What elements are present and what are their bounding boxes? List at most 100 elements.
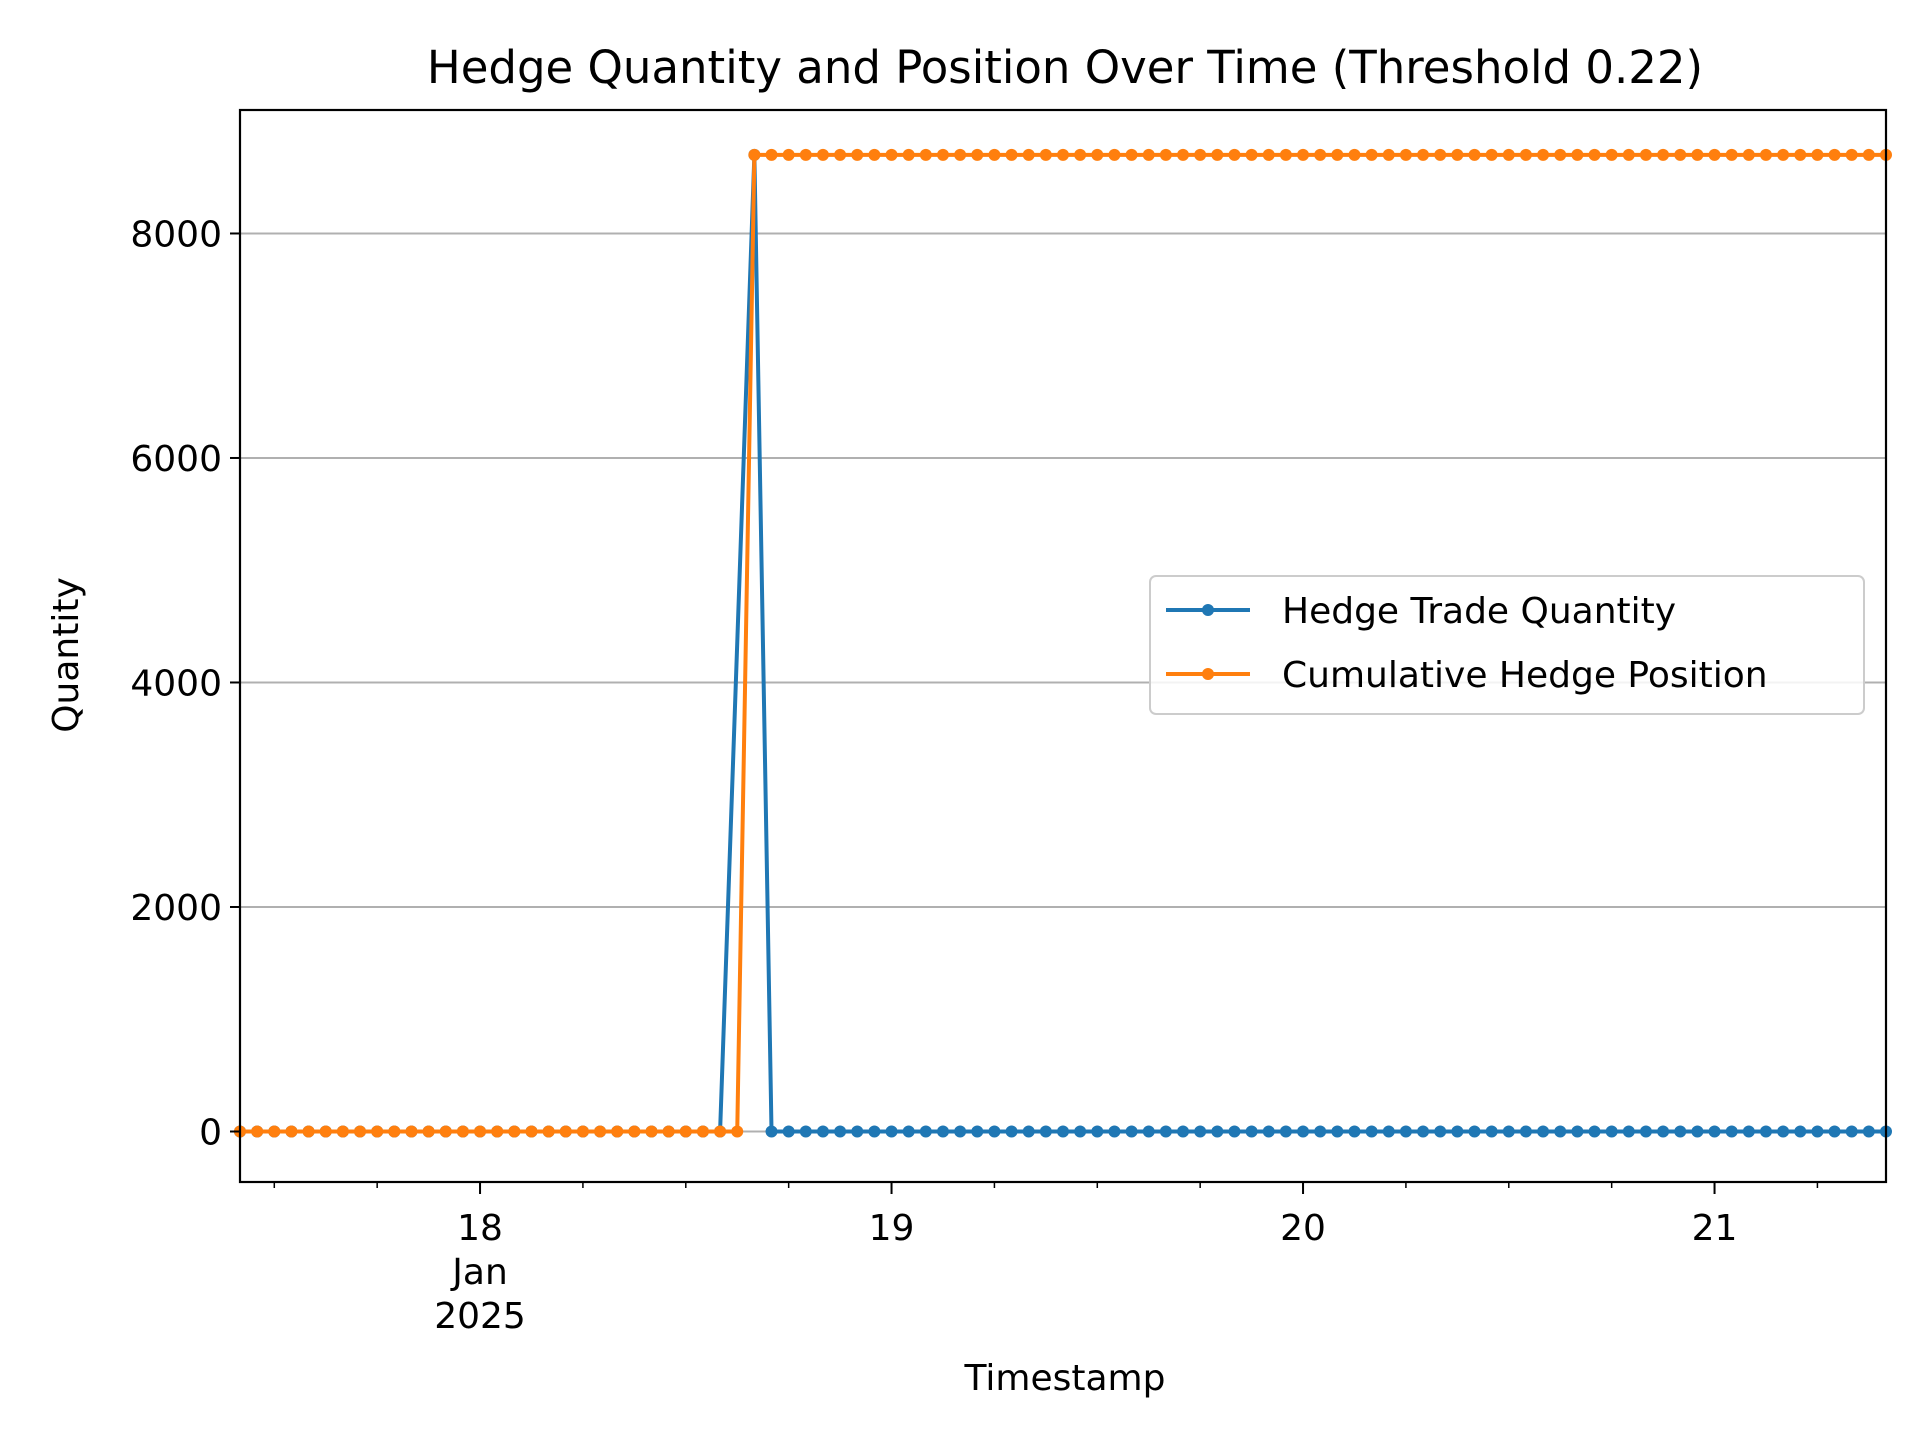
data-point <box>1674 1125 1687 1138</box>
data-point <box>971 148 984 161</box>
data-point <box>1691 148 1704 161</box>
data-point <box>1485 148 1498 161</box>
data-point <box>1708 148 1721 161</box>
data-point <box>971 1125 984 1138</box>
plot-frame <box>238 108 1888 1184</box>
data-point <box>1245 148 1258 161</box>
data-point <box>1742 148 1755 161</box>
data-point <box>1519 1125 1532 1138</box>
data-point <box>1005 148 1018 161</box>
data-point <box>834 1125 847 1138</box>
data-point <box>1605 148 1618 161</box>
data-point <box>1554 148 1567 161</box>
data-point <box>1794 1125 1807 1138</box>
legend-marker-cumulative-hedge-position <box>1202 668 1214 680</box>
data-point <box>1159 1125 1172 1138</box>
data-point <box>1434 1125 1447 1138</box>
data-point <box>1228 148 1241 161</box>
data-point <box>559 1125 572 1138</box>
data-point <box>1297 148 1310 161</box>
data-point <box>1022 1125 1035 1138</box>
data-point <box>902 1125 915 1138</box>
data-point <box>1811 1125 1824 1138</box>
data-point <box>1194 148 1207 161</box>
data-point <box>782 1125 795 1138</box>
y-tick-label: 4000 <box>130 663 222 704</box>
data-point <box>1382 148 1395 161</box>
data-point <box>525 1125 538 1138</box>
data-point <box>1211 1125 1224 1138</box>
data-point <box>1074 1125 1087 1138</box>
data-point <box>1228 1125 1241 1138</box>
y-tick-label: 0 <box>199 1112 222 1153</box>
data-point <box>1537 148 1550 161</box>
data-point <box>354 1125 367 1138</box>
data-point <box>1845 148 1858 161</box>
data-point <box>251 1125 264 1138</box>
data-point <box>1399 1125 1412 1138</box>
data-point <box>868 1125 881 1138</box>
data-point <box>1382 1125 1395 1138</box>
data-point <box>1485 1125 1498 1138</box>
data-point <box>1434 148 1447 161</box>
data-point <box>679 1125 692 1138</box>
data-point <box>336 1125 349 1138</box>
x-axis-label: Timestamp <box>964 1358 1166 1399</box>
data-point <box>1005 1125 1018 1138</box>
data-point <box>1639 148 1652 161</box>
data-point <box>1657 148 1670 161</box>
data-point <box>1588 1125 1601 1138</box>
data-point <box>302 1125 315 1138</box>
data-point <box>1194 1125 1207 1138</box>
data-point <box>1417 148 1430 161</box>
data-point <box>902 148 915 161</box>
data-point <box>542 1125 555 1138</box>
data-point <box>1365 148 1378 161</box>
series-layer <box>234 148 1892 1138</box>
data-point <box>1605 1125 1618 1138</box>
data-point <box>1417 1125 1430 1138</box>
data-point <box>1399 148 1412 161</box>
x-tick-label: 18 <box>457 1208 503 1249</box>
chart-title: Hedge Quantity and Position Over Time (T… <box>427 41 1703 94</box>
data-point <box>1571 148 1584 161</box>
data-point <box>1554 1125 1567 1138</box>
data-point <box>851 1125 864 1138</box>
data-point <box>1519 148 1532 161</box>
data-point <box>834 148 847 161</box>
data-point <box>1125 1125 1138 1138</box>
data-point <box>1365 1125 1378 1138</box>
data-point <box>594 1125 607 1138</box>
data-point <box>816 1125 829 1138</box>
data-point <box>1622 148 1635 161</box>
data-point <box>1091 148 1104 161</box>
data-point <box>885 1125 898 1138</box>
data-point <box>491 1125 504 1138</box>
data-point <box>765 148 778 161</box>
data-point <box>388 1125 401 1138</box>
data-point <box>1262 148 1275 161</box>
data-point <box>782 148 795 161</box>
x-tick-label: 2025 <box>434 1296 526 1337</box>
series-cumulative-hedge-position <box>234 148 1892 1138</box>
data-point <box>611 1125 624 1138</box>
data-point <box>1571 1125 1584 1138</box>
data-point <box>954 1125 967 1138</box>
data-point <box>799 148 812 161</box>
data-point <box>1331 148 1344 161</box>
data-point <box>954 148 967 161</box>
y-axis: 0 2000 4000 6000 8000 <box>130 214 240 1153</box>
data-point <box>439 1125 452 1138</box>
data-point <box>1022 148 1035 161</box>
data-point <box>696 1125 709 1138</box>
x-tick-label: 19 <box>869 1208 915 1249</box>
data-point <box>1657 1125 1670 1138</box>
data-point <box>1331 1125 1344 1138</box>
legend-label-cumulative-hedge-position: Cumulative Hedge Position <box>1282 655 1768 696</box>
data-point <box>714 1125 727 1138</box>
x-tick-label: 21 <box>1692 1208 1738 1249</box>
data-point <box>936 148 949 161</box>
data-point <box>919 148 932 161</box>
data-point <box>799 1125 812 1138</box>
data-point <box>851 148 864 161</box>
